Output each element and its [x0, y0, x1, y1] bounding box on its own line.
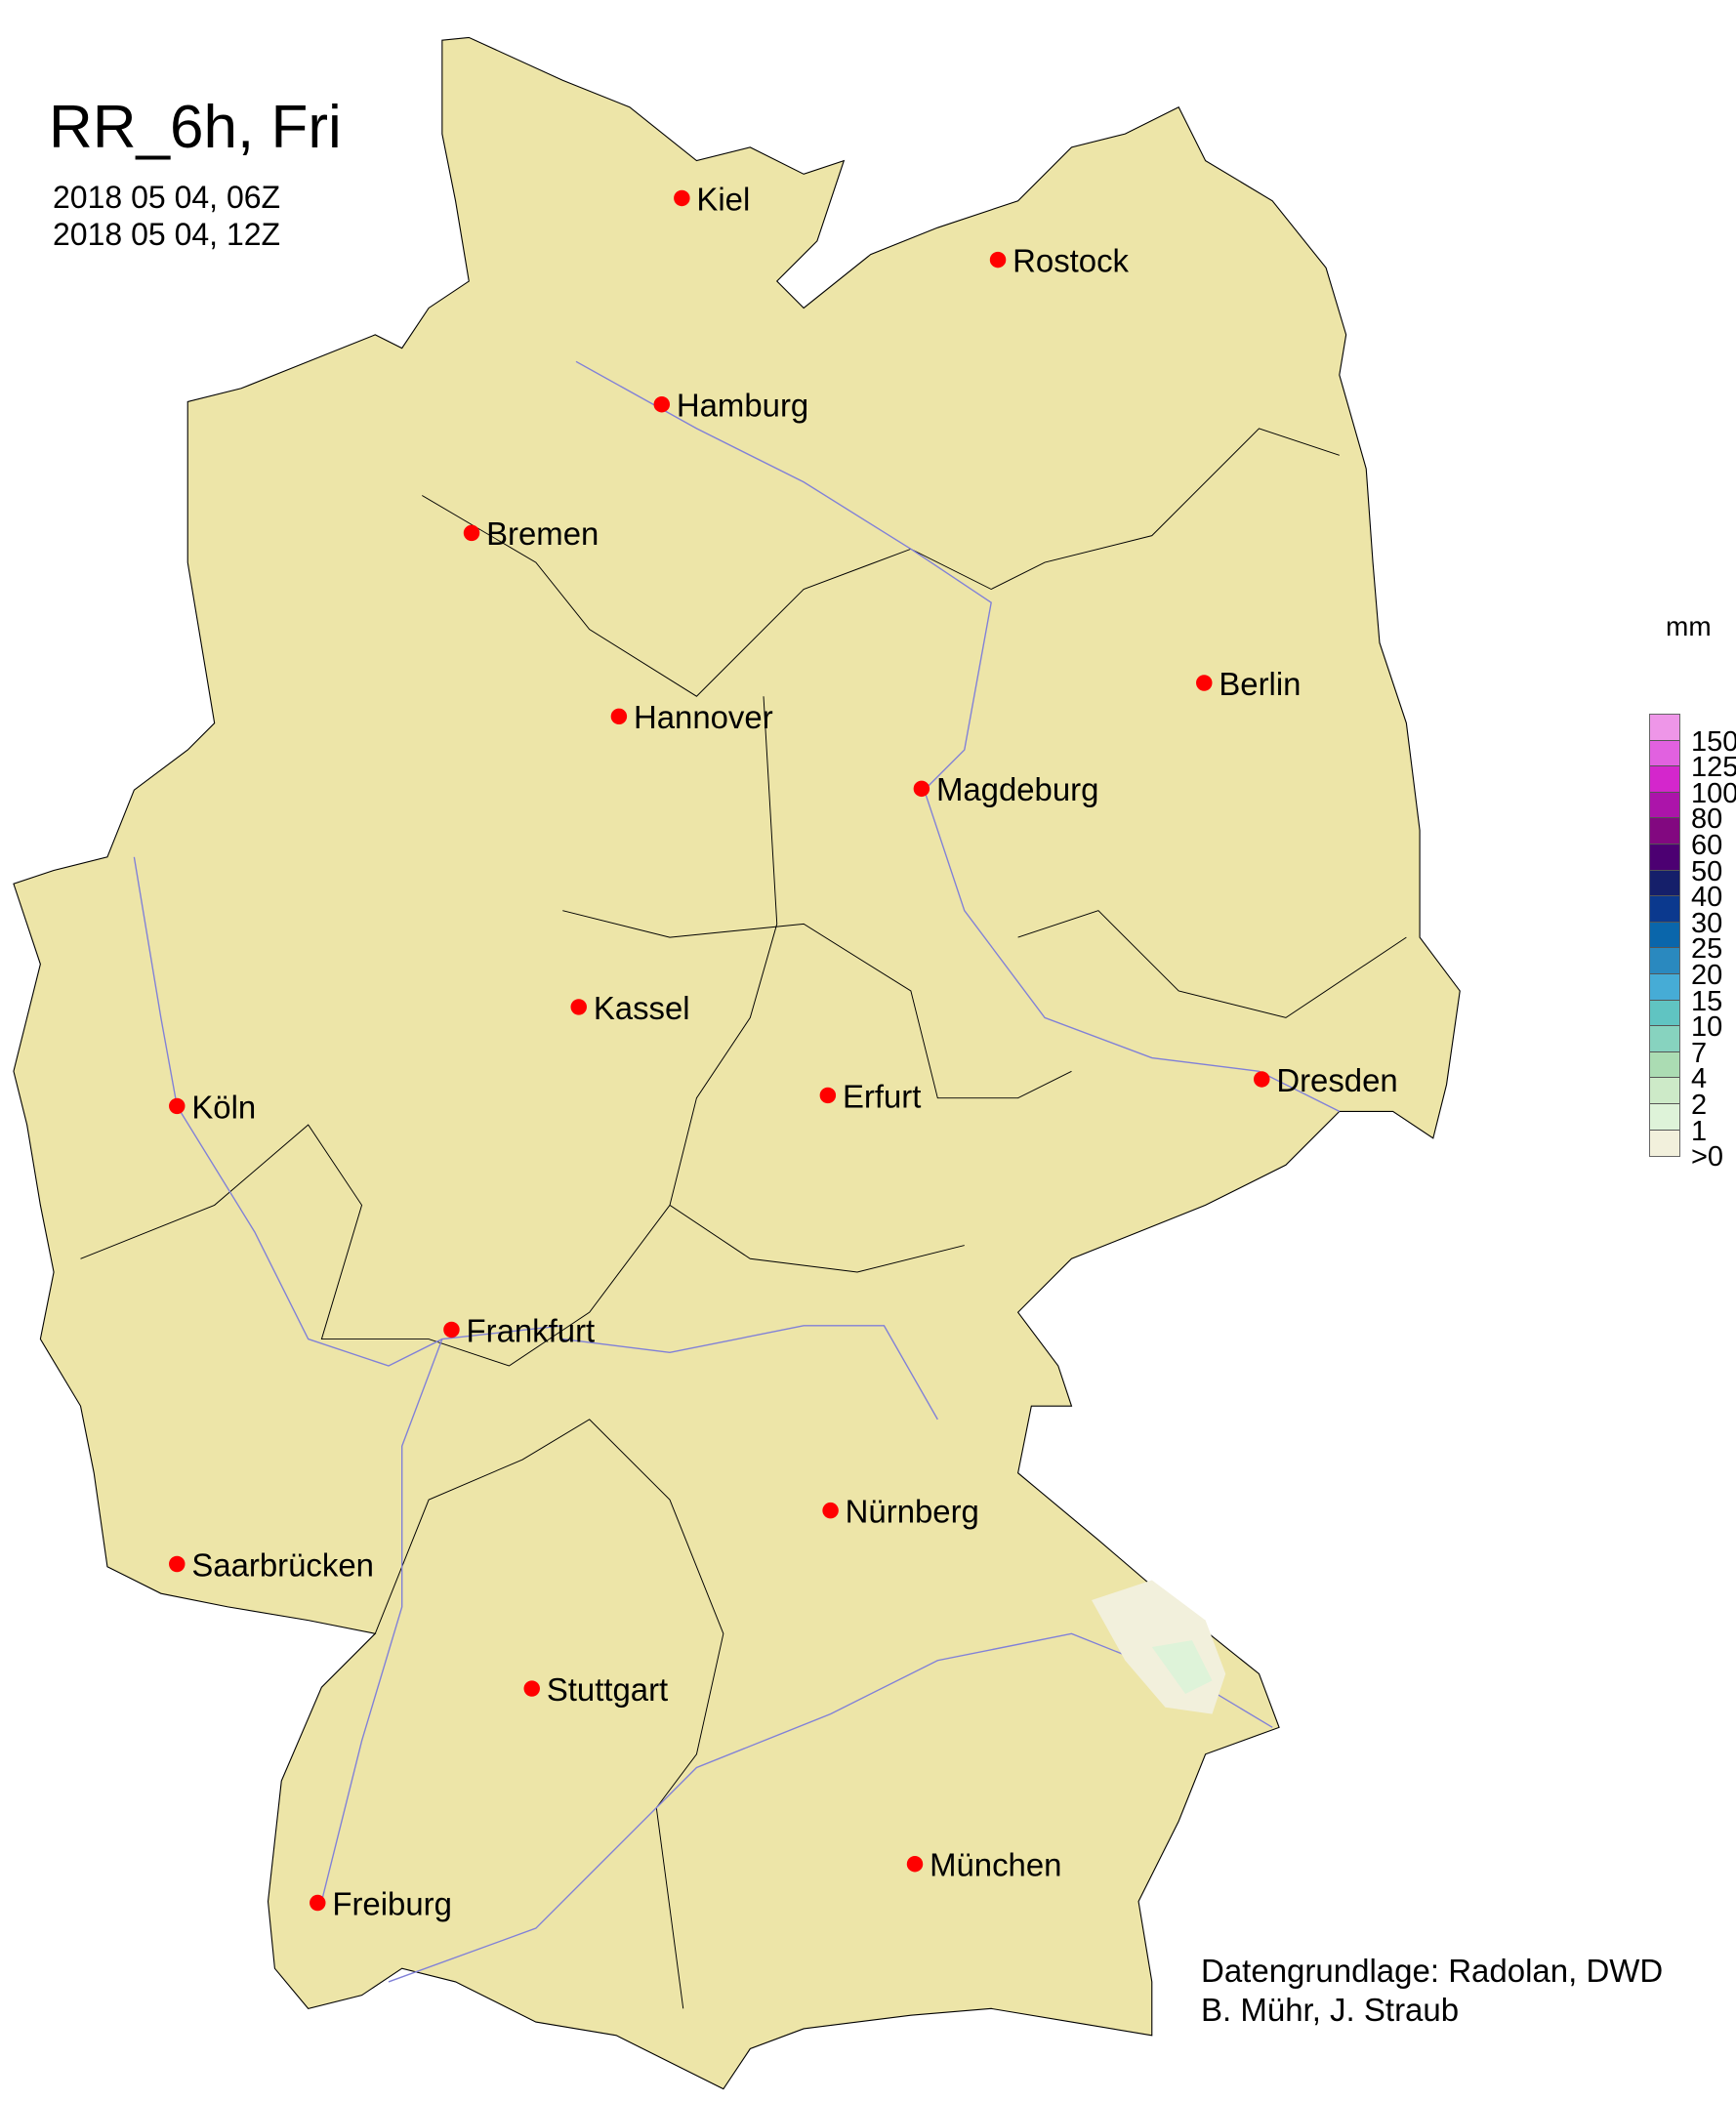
legend-color-band [1650, 1000, 1679, 1027]
legend-color-band [1650, 870, 1679, 897]
city-label: Hannover [634, 699, 773, 735]
legend-tick-label: 20 [1691, 960, 1723, 991]
legend-tick-label: 40 [1691, 882, 1723, 914]
legend-tick-label: 150 [1691, 725, 1736, 758]
city-marker [1196, 675, 1213, 691]
state-borders [80, 428, 1407, 2009]
legend-color-band [1650, 1051, 1679, 1079]
legend-color-band [1650, 792, 1679, 819]
city-label: Freiburg [332, 1885, 452, 1921]
city-label: Bremen [486, 515, 599, 552]
legend-color-band [1650, 1078, 1679, 1104]
city-label: Dresden [1276, 1062, 1397, 1098]
city-marker [463, 524, 480, 542]
city-label: Frankfurt [467, 1312, 596, 1348]
city-label: Kiel [696, 181, 750, 217]
city-marker [822, 1502, 839, 1519]
city-marker [523, 1680, 540, 1697]
city-label: Erfurt [843, 1078, 921, 1114]
legend-tick-label: 25 [1691, 933, 1723, 966]
city-label: Kassel [594, 990, 690, 1026]
city-marker [310, 1894, 326, 1912]
legend-tick-label: 4 [1691, 1063, 1708, 1095]
legend-tick-label: >0 [1691, 1141, 1724, 1174]
legend-color-band [1650, 818, 1679, 845]
city-label: Stuttgart [547, 1671, 668, 1708]
city-marker [1254, 1071, 1270, 1088]
legend-tick-label: 60 [1691, 830, 1723, 861]
legend-color-band [1650, 922, 1679, 949]
valid-time-end: 2018 05 04, 12Z [53, 217, 281, 252]
legend-color-band [1650, 766, 1679, 793]
city-label: Magdeburg [936, 771, 1098, 807]
city-marker [443, 1321, 460, 1339]
city-label: Köln [191, 1089, 256, 1125]
legend-unit: mm [1666, 611, 1712, 641]
city-marker [906, 1856, 924, 1873]
city-marker [610, 708, 628, 725]
city-label: Rostock [1013, 242, 1129, 278]
valid-time-start: 2018 05 04, 06Z [53, 180, 281, 215]
legend-color-band [1650, 1103, 1679, 1131]
city-marker [169, 1097, 186, 1115]
city-marker [570, 999, 587, 1015]
legend-tick-label: 125 [1691, 752, 1736, 784]
city-marker [169, 1555, 186, 1573]
city-marker [674, 189, 690, 207]
legend-tick-label: 100 [1691, 777, 1736, 809]
legend-color-band [1650, 896, 1679, 923]
city-label: Hamburg [677, 388, 808, 424]
legend-color-band [1650, 844, 1679, 871]
city-label: München [930, 1847, 1061, 1883]
city-label: Nürnberg [846, 1493, 979, 1529]
city-marker [989, 251, 1007, 268]
legend-color-band [1650, 973, 1679, 1001]
legend-color-band [1650, 715, 1679, 741]
legend-tick-label: 50 [1691, 855, 1723, 887]
legend-tick-label: 80 [1691, 803, 1723, 836]
map-title: RR_6h, Fri [49, 94, 342, 161]
legend-color-band [1650, 740, 1679, 767]
city-label: Saarbrücken [191, 1546, 374, 1583]
legend-tick-label: 15 [1691, 985, 1723, 1017]
legend-color-band [1650, 948, 1679, 974]
data-source-credit: Datengrundlage: Radolan, DWD [1201, 1953, 1664, 1989]
authors-credit: B. Mühr, J. Straub [1201, 1992, 1460, 2028]
legend-tick-label: 30 [1691, 907, 1723, 939]
legend-tick-label: 7 [1691, 1037, 1708, 1069]
city-marker [819, 1087, 837, 1104]
city-marker [913, 780, 930, 798]
legend-color-band [1650, 1026, 1679, 1052]
legend-tick-label: 10 [1691, 1011, 1723, 1044]
legend-tick-label: 2 [1691, 1090, 1708, 1121]
germany-land [13, 36, 1461, 2090]
color-legend-bar [1649, 714, 1680, 1158]
light-precipitation-area [1151, 1640, 1213, 1695]
legend-color-band [1650, 1130, 1679, 1157]
city-marker [653, 395, 671, 413]
legend-tick-label: 1 [1691, 1115, 1708, 1147]
city-label: Berlin [1219, 666, 1301, 702]
